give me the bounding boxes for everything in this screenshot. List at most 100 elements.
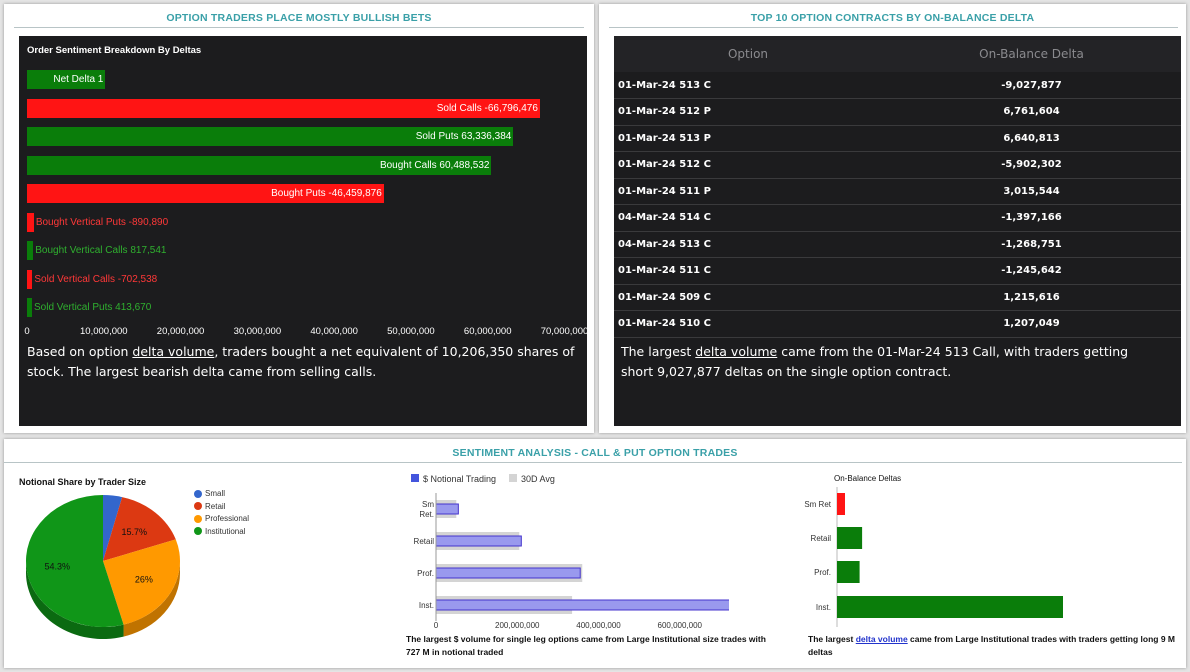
option-cell: 01-Mar-24 513 P <box>614 125 882 152</box>
delta-cell: 1,215,616 <box>882 284 1181 311</box>
sentiment-chart-area: Order Sentiment Breakdown By Deltas Net … <box>19 36 589 426</box>
x-axis-tick-label: 40,000,000 <box>310 326 358 337</box>
on-balance-deltas-chart: Sm Ret Retail Prof. Inst. <box>804 487 1063 627</box>
table-row: 01-Mar-24 511 C -1,245,642 <box>614 257 1181 285</box>
table-row: 01-Mar-24 513 C -9,027,877 <box>614 72 1181 99</box>
pie-slice-label: 15.7% <box>122 527 148 537</box>
option-cell: 04-Mar-24 514 C <box>614 204 882 232</box>
category-label: Ret. <box>419 510 434 519</box>
sentiment-narrative-post: , traders bought a net equivalent of 10,… <box>27 344 575 379</box>
category-label: Inst. <box>419 601 434 610</box>
x-axis-tick-label: 60,000,000 <box>463 326 512 337</box>
legend-item-small: Small <box>194 489 225 498</box>
top10-header-row: Option On-Balance Delta <box>614 36 1181 72</box>
option-cell: 01-Mar-24 512 P <box>614 98 882 126</box>
top10-narrative: The largest delta volume came from the 0… <box>621 342 1151 382</box>
legend-swatch <box>194 502 202 510</box>
legend-swatch <box>509 474 517 482</box>
sentiment-bar-label: Net Delta 1 <box>53 74 104 85</box>
x-axis-tick-label: 30,000,000 <box>233 326 282 337</box>
delta-volume-link[interactable]: delta volume <box>132 344 215 359</box>
legend-label: Professional <box>205 514 250 523</box>
sentiment-bar <box>27 269 33 289</box>
legend-item-institutional: Institutional <box>194 527 245 536</box>
sentiment-bar <box>27 184 384 203</box>
pie-slice-side <box>123 561 180 637</box>
delta-cell: 6,640,813 <box>882 125 1181 152</box>
sentiment-panel-title: OPTION TRADERS PLACE MOSTLY BULLISH BETS <box>166 12 432 24</box>
legend-label: Small <box>205 489 226 498</box>
top10-table-area: Option On-Balance Delta 01-Mar-24 513 C-… <box>614 36 1181 426</box>
analysis-panel-title: SENTIMENT ANALYSIS - CALL & PUT OPTION T… <box>452 447 738 459</box>
obd-chart-title: On-Balance Deltas <box>834 474 902 483</box>
sentiment-bar-label: Sold Vertical Puts 413,670 <box>34 302 152 313</box>
category-label: Inst. <box>816 603 831 612</box>
legend-swatch <box>194 527 202 535</box>
top10-panel-title: TOP 10 OPTION CONTRACTS BY ON-BALANCE DE… <box>750 12 1035 24</box>
top10-table: Option On-Balance Delta 01-Mar-24 513 C-… <box>614 36 1181 338</box>
legend-item-professional: Professional <box>194 514 249 523</box>
x-axis-tick-label: 20,000,000 <box>156 326 205 337</box>
x-axis-tick-label: 70,000,000 <box>540 326 589 337</box>
sentiment-bar-label: Bought Calls 60,488,532 <box>379 159 490 171</box>
delta-volume-link[interactable]: delta volume <box>855 634 908 644</box>
column-header-delta: On-Balance Delta <box>882 36 1181 72</box>
obd-bar <box>837 493 845 515</box>
sentiment-chart-title: Order Sentiment Breakdown By Deltas <box>27 45 202 56</box>
category-label: Retail <box>811 534 832 543</box>
category-label: Prof. <box>814 568 831 577</box>
analysis-title-rule <box>4 462 1182 463</box>
sentiment-bar <box>27 298 32 317</box>
pie-legend: Small Retail Professional Institutional <box>194 489 284 549</box>
sentiment-title-rule <box>14 27 584 28</box>
top10-narrative-pre: The largest <box>621 344 696 359</box>
pie-slice-label: 54.3% <box>44 561 70 571</box>
notional-pie-chart: 15.7% 26% 54.3% <box>25 495 180 639</box>
sentiment-bar-label: Bought Puts -46,459,876 <box>271 188 382 199</box>
delta-cell: 6,761,604 <box>882 98 1181 126</box>
sentiment-narrative: Based on option delta volume, traders bo… <box>27 342 583 382</box>
delta-cell: -1,268,751 <box>882 231 1181 258</box>
obd-bar <box>837 527 863 549</box>
legend-label: Retail <box>205 501 226 511</box>
legend-swatch <box>411 474 419 482</box>
pie-slice-label: 26% <box>135 574 153 584</box>
x-axis-tick-label: 10,000,000 <box>80 326 128 337</box>
legend-item-retail: Retail <box>194 502 225 511</box>
sentiment-narrative-pre: Based on option <box>27 344 133 359</box>
x-axis-tick-label: 200,000,000 <box>495 621 540 630</box>
sentiment-bar-label: Bought Vertical Calls 817,541 <box>35 245 167 256</box>
obd-bar <box>837 561 860 583</box>
table-row: 01-Mar-24 510 C 1,207,049 <box>614 310 1181 338</box>
top10-narrative-post: came from the 01-Mar-24 513 Call, with t… <box>621 344 1129 379</box>
pie-chart-title: Notional Share by Trader Size <box>19 477 147 487</box>
option-cell: 01-Mar-24 511 C <box>614 257 882 285</box>
table-row: 01-Mar-24 509 C 1,215,616 <box>614 284 1181 311</box>
legend-label: 30D Avg <box>521 474 555 484</box>
x-axis-tick-label: 0 <box>24 326 30 337</box>
delta-cell: -1,397,166 <box>882 204 1181 232</box>
x-axis-tick-label: 0 <box>434 621 439 630</box>
obd-footnote-post: came from Large Institutional trades wit… <box>808 634 1176 657</box>
category-label: Sm <box>422 500 434 509</box>
top10-panel: TOP 10 OPTION CONTRACTS BY ON-BALANCE DE… <box>599 4 1186 433</box>
delta-cell: -1,245,642 <box>882 257 1181 285</box>
sentiment-panel: OPTION TRADERS PLACE MOSTLY BULLISH BETS… <box>4 4 594 433</box>
sentiment-bar <box>27 155 492 175</box>
sentiment-bar-label: Bought Vertical Puts -890,890 <box>35 216 169 228</box>
notional-bar <box>435 535 522 547</box>
table-row: 04-Mar-24 514 C -1,397,166 <box>614 204 1181 232</box>
sentiment-bar <box>27 127 514 146</box>
sentiment-bar-label: Sold Vertical Calls -702,538 <box>34 273 158 285</box>
delta-cell: 3,015,544 <box>882 178 1181 205</box>
sentiment-bar-label: Sold Calls -66,796,476 <box>436 102 538 114</box>
delta-volume-link[interactable]: delta volume <box>695 344 778 359</box>
column-header-option: Option <box>614 36 882 72</box>
notional-footnote: The largest $ volume for single leg opti… <box>406 634 766 657</box>
legend-swatch <box>194 489 202 498</box>
analysis-panel: SENTIMENT ANALYSIS - CALL & PUT OPTION T… <box>4 439 1186 668</box>
category-label: Prof. <box>417 569 434 578</box>
sentiment-bar <box>27 212 34 232</box>
table-row: 04-Mar-24 513 C -1,268,751 <box>614 231 1181 258</box>
